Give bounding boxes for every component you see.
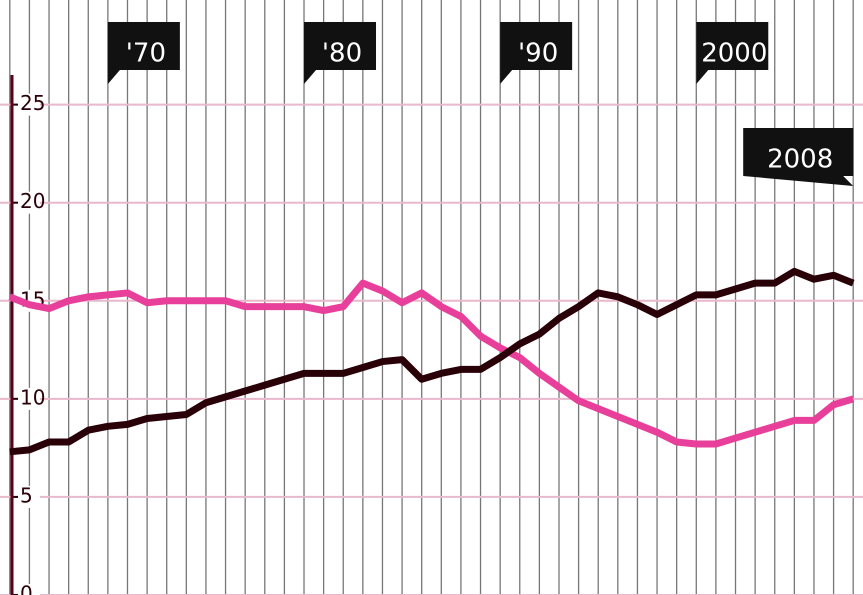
x-tick-label: '90 (518, 39, 558, 69)
label-bg (18, 485, 40, 508)
x-tick-flag (696, 22, 769, 84)
label-bg (18, 191, 40, 214)
y-tick-label: 25 (20, 91, 45, 115)
y-tick-label: 10 (20, 385, 45, 409)
series-line (8, 279, 855, 448)
x-tick-label: '70 (126, 39, 166, 69)
y-tick-label: 0 (20, 582, 33, 595)
label-bg (18, 584, 40, 595)
y-tick-label: 20 (20, 189, 45, 213)
x-tick-flag (500, 22, 573, 84)
x-tick-label: 2008 (767, 145, 833, 175)
label-bg (18, 93, 40, 116)
x-tick-label: '80 (322, 39, 362, 69)
x-tick-flag (304, 22, 377, 84)
x-tick-flag (107, 22, 180, 84)
label-bg (18, 387, 40, 410)
x-tick-flag (743, 128, 854, 186)
series-line (9, 267, 855, 456)
y-tick-label: 5 (20, 483, 33, 507)
x-tick-label: 2000 (701, 39, 767, 69)
